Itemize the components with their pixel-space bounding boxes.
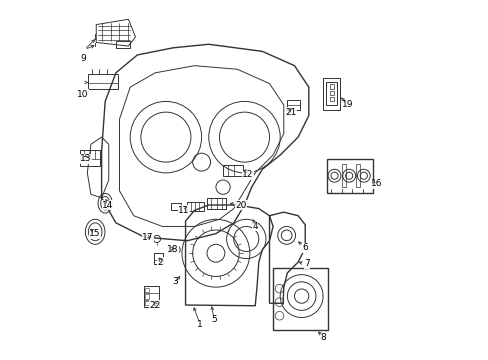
Text: 1: 1 <box>197 320 203 329</box>
Text: 4: 4 <box>252 222 258 231</box>
Text: 15: 15 <box>89 229 101 238</box>
Text: 10: 10 <box>77 90 89 99</box>
Text: 17: 17 <box>142 233 154 242</box>
Text: 20: 20 <box>235 201 246 210</box>
Text: 2: 2 <box>158 258 163 267</box>
Text: 9: 9 <box>80 54 86 63</box>
Text: 21: 21 <box>285 108 296 117</box>
Text: 16: 16 <box>370 179 382 188</box>
Text: 13: 13 <box>80 154 91 163</box>
Text: 14: 14 <box>102 201 114 210</box>
Text: 19: 19 <box>342 100 353 109</box>
Text: 6: 6 <box>302 243 307 252</box>
Text: 11: 11 <box>178 206 189 215</box>
Text: 18: 18 <box>167 245 179 254</box>
Text: 22: 22 <box>149 301 161 310</box>
Text: 3: 3 <box>172 277 177 286</box>
Text: 5: 5 <box>211 315 217 324</box>
Text: 12: 12 <box>242 170 253 179</box>
Text: 7: 7 <box>304 260 309 269</box>
Text: 8: 8 <box>320 333 325 342</box>
